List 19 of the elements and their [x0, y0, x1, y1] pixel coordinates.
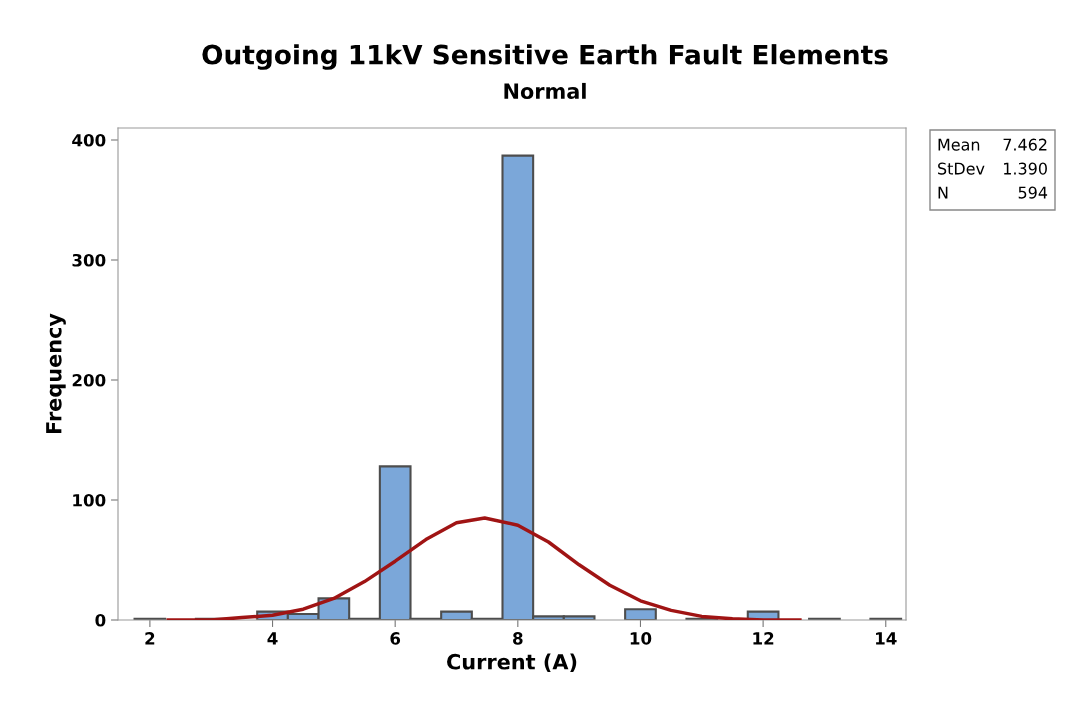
- x-tick-label: 6: [390, 632, 401, 645]
- x-tick-label: 8: [513, 632, 523, 645]
- y-tick-label: 0: [95, 613, 106, 627]
- x-tick-label: 2: [145, 632, 155, 645]
- chart-subtitle: Normal: [504, 82, 586, 100]
- text: N 594: [938, 186, 1048, 199]
- x-tick-label: 10: [630, 632, 652, 645]
- y-tick-label: 400: [72, 133, 106, 147]
- y-tick-label: 100: [73, 493, 106, 507]
- y-axis-title: Frequency: [46, 313, 66, 434]
- x-tick-label: 14: [876, 632, 897, 645]
- text: Mean 7.462: [938, 138, 1047, 151]
- y-tick-label: 300: [72, 253, 106, 267]
- y-tick-label: 200: [72, 373, 106, 387]
- x-tick-label: 4: [267, 632, 278, 645]
- text: StDev 1.390: [938, 162, 1047, 175]
- x-tick-label: 12: [753, 632, 774, 645]
- chart-title: Outgoing 11kV Sensitive Earth Fault Elements: [202, 44, 888, 70]
- x-axis-title: Current (A): [447, 653, 577, 673]
